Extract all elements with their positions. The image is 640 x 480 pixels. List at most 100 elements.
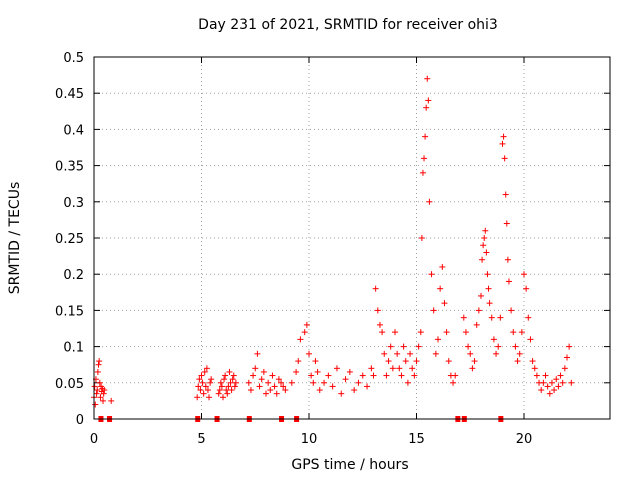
data-point xyxy=(216,387,223,394)
data-point xyxy=(338,390,345,397)
data-point xyxy=(368,365,375,372)
x-tick-label: 0 xyxy=(90,432,98,447)
axis-ticks: 0 0.05 0.1 0.15 0.2 0.25 0.3 0.35 0.4 0.45 0.5 0 5 10… xyxy=(55,51,610,447)
y-tick-label: 0.35 xyxy=(55,160,84,175)
data-point xyxy=(413,358,420,365)
data-point xyxy=(411,372,418,379)
data-point xyxy=(94,368,101,375)
data-point xyxy=(523,285,530,292)
data-point xyxy=(316,387,323,394)
data-point xyxy=(265,379,272,386)
x-axis-title: GPS time / hours xyxy=(291,457,408,473)
data-point xyxy=(495,343,502,350)
data-point xyxy=(208,376,215,383)
data-point xyxy=(200,390,207,397)
data-point xyxy=(288,379,295,386)
data-point xyxy=(254,350,261,357)
y-tick-label: 0.05 xyxy=(55,377,84,392)
data-point xyxy=(258,376,265,383)
data-point xyxy=(198,372,205,379)
data-point xyxy=(568,379,575,386)
data-point xyxy=(493,350,500,357)
data-point xyxy=(195,383,202,390)
data-point xyxy=(551,387,558,394)
data-point xyxy=(97,394,104,401)
data-point xyxy=(488,314,495,321)
data-point xyxy=(502,191,509,198)
data-point xyxy=(428,271,435,278)
data-point xyxy=(95,361,102,368)
y-tick-label: 0.4 xyxy=(63,123,84,138)
data-point xyxy=(419,169,426,176)
data-point xyxy=(400,343,407,350)
data-point xyxy=(269,372,276,379)
data-point xyxy=(540,379,547,386)
data-point xyxy=(256,383,263,390)
data-point xyxy=(479,256,486,263)
data-point xyxy=(196,376,203,383)
data-point xyxy=(260,368,267,375)
data-point xyxy=(100,397,107,404)
data-point xyxy=(228,387,235,394)
data-point xyxy=(215,390,222,397)
data-point xyxy=(220,394,226,401)
data-point xyxy=(217,379,224,386)
y-tick-label: 0.3 xyxy=(63,196,84,211)
data-point xyxy=(421,155,428,162)
data-point xyxy=(282,387,289,394)
data-point xyxy=(501,155,508,162)
data-point xyxy=(471,358,478,365)
data-point xyxy=(308,372,315,379)
data-point xyxy=(359,372,366,379)
data-point xyxy=(394,350,401,357)
data-point xyxy=(443,329,450,336)
data-point xyxy=(557,372,564,379)
data-point xyxy=(218,383,225,390)
plot-frame xyxy=(93,56,611,420)
data-point xyxy=(504,256,511,263)
y-tick-label: 0.1 xyxy=(63,341,84,356)
data-point xyxy=(521,271,527,278)
data-point xyxy=(374,307,381,314)
data-points xyxy=(91,75,575,422)
data-point xyxy=(452,372,459,379)
data-point xyxy=(422,133,429,140)
x-tick-label: 10 xyxy=(301,432,318,447)
data-point xyxy=(396,365,403,372)
x-tick-label: 15 xyxy=(408,432,425,447)
data-point xyxy=(278,379,285,386)
data-point xyxy=(548,379,555,386)
chart-title: Day 231 of 2021, SRMTID for receiver ohi… xyxy=(198,17,498,33)
data-point xyxy=(514,358,521,365)
data-point xyxy=(351,387,358,394)
data-point xyxy=(207,379,214,386)
data-point xyxy=(516,350,523,357)
data-point xyxy=(415,343,422,350)
data-point xyxy=(469,365,476,372)
y-tick-label: 0.25 xyxy=(55,232,84,247)
data-point xyxy=(392,329,398,336)
data-point xyxy=(467,350,474,357)
data-point xyxy=(297,336,304,343)
data-point xyxy=(370,372,377,379)
data-point xyxy=(505,278,512,285)
data-point xyxy=(482,227,489,234)
data-point xyxy=(91,383,98,390)
data-point xyxy=(437,285,444,292)
data-point xyxy=(329,383,336,390)
data-point xyxy=(250,372,257,379)
data-point xyxy=(389,365,396,372)
data-point xyxy=(424,75,431,82)
data-point xyxy=(303,321,310,328)
data-point xyxy=(263,390,269,397)
data-point xyxy=(481,235,488,241)
data-point xyxy=(301,329,308,336)
data-point xyxy=(372,285,379,292)
data-point xyxy=(206,394,213,401)
data-point xyxy=(512,343,519,350)
data-point xyxy=(387,343,394,350)
data-point xyxy=(306,350,312,357)
data-point xyxy=(314,368,321,375)
data-point xyxy=(490,336,497,343)
